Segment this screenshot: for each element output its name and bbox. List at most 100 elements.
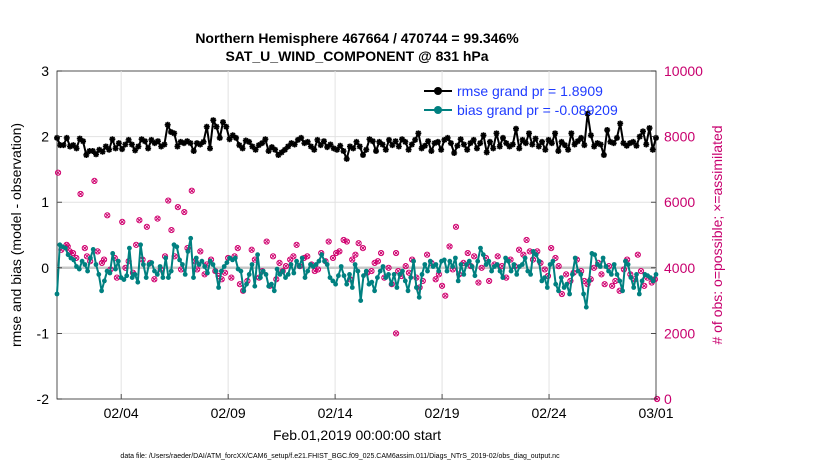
obs-assimilated-marker: [92, 178, 97, 184]
data-point-rmse: [434, 138, 441, 145]
obs-assimilated-marker: [70, 250, 76, 256]
obs-possible-marker: [452, 223, 460, 230]
data-point-rmse: [76, 135, 83, 142]
data-point-rmse: [96, 146, 103, 153]
data-point-rmse: [447, 140, 454, 147]
data-point-bias: [299, 255, 305, 261]
data-point-bias: [623, 258, 628, 264]
obs-assimilated-marker: [341, 237, 347, 243]
obs-possible-marker: [69, 249, 77, 257]
data-point-rmse: [425, 138, 432, 145]
data-point-bias: [113, 266, 118, 272]
data-point-bias: [163, 255, 169, 261]
data-point-rmse: [307, 143, 314, 150]
data-point-rmse: [607, 138, 614, 145]
obs-assimilated-marker: [599, 272, 604, 277]
data-point-bias: [570, 272, 575, 277]
data-point-rmse: [369, 138, 376, 145]
data-point-rmse: [255, 142, 262, 149]
data-point-rmse: [552, 130, 559, 137]
data-point-bias: [333, 281, 338, 287]
obs-count-point: [263, 238, 270, 245]
data-point-bias: [572, 255, 578, 261]
y-tick-label: 1: [41, 194, 49, 210]
data-point-rmse: [106, 146, 113, 153]
data-point-bias: [363, 268, 369, 274]
obs-count-point: [349, 256, 356, 263]
data-point-rmse: [620, 140, 627, 147]
data-point-bias: [400, 268, 405, 274]
obs-possible-marker: [385, 264, 392, 271]
y-axis-right-ticks: 0 2000 4000 6000 8000 10000: [651, 63, 703, 407]
data-point-bias: [558, 275, 564, 280]
data-point-bias: [277, 272, 283, 277]
data-point-bias: [205, 270, 210, 276]
data-point-bias: [180, 262, 185, 267]
data-point-rmse: [128, 141, 135, 148]
obs-assimilated-marker: [559, 291, 565, 297]
data-point-bias: [316, 258, 322, 264]
data-point-bias: [561, 285, 567, 290]
data-point-bias: [383, 275, 389, 280]
obs-possible-marker: [154, 215, 161, 222]
data-point-rmse: [399, 136, 406, 143]
x-tick-label: 02/19: [425, 405, 460, 421]
obs-count-point: [165, 197, 172, 204]
data-point-rmse: [180, 140, 187, 147]
data-point-rmse: [555, 148, 562, 155]
data-point-rmse: [288, 140, 295, 147]
obs-assimilated-marker: [283, 263, 289, 269]
data-point-bias: [478, 245, 483, 251]
x-tick-label: 02/09: [211, 405, 246, 421]
data-point-rmse: [499, 134, 506, 141]
data-point-rmse: [373, 148, 380, 155]
obs-count-point: [54, 169, 62, 176]
data-point-bias: [191, 275, 196, 280]
data-point-bias: [567, 291, 572, 297]
obs-assimilated-marker: [155, 216, 160, 221]
obs-assimilated-marker: [360, 245, 366, 251]
data-point-rmse: [161, 141, 168, 148]
obs-assimilated-marker: [424, 252, 430, 258]
data-point-bias: [597, 264, 603, 269]
data-point-rmse: [236, 142, 243, 149]
series-bias: [54, 235, 659, 310]
obs-assimilated-marker: [486, 278, 492, 284]
data-point-bias: [419, 272, 425, 277]
data-point-rmse: [467, 140, 474, 147]
data-point-rmse: [565, 146, 572, 153]
data-point-bias: [82, 262, 88, 267]
data-point-rmse: [220, 119, 227, 126]
obs-assimilated-marker: [476, 280, 481, 285]
data-point-rmse: [473, 145, 480, 152]
obs-possible-marker: [371, 259, 378, 266]
obs-possible-marker: [355, 240, 362, 247]
data-point-rmse: [587, 132, 594, 139]
data-point-bias: [221, 264, 227, 269]
plot-area: [54, 70, 661, 403]
data-point-rmse: [490, 145, 497, 152]
y-right-tick-label: 10000: [664, 63, 703, 79]
data-point-bias: [444, 268, 450, 274]
data-point-rmse: [561, 142, 568, 149]
y-tick-label: -1: [37, 325, 50, 341]
obs-possible-marker: [598, 271, 605, 278]
data-point-rmse: [239, 145, 246, 152]
legend-entry-bias: bias grand pr = -0.089209: [424, 102, 618, 118]
obs-possible-marker: [287, 256, 294, 263]
data-point-rmse: [584, 110, 591, 117]
obs-assimilated-marker: [333, 250, 339, 256]
data-point-rmse: [506, 143, 513, 150]
data-point-bias: [207, 258, 213, 264]
data-point-rmse: [350, 145, 357, 152]
data-point-bias: [397, 272, 403, 277]
data-point-rmse: [197, 141, 204, 148]
obs-count-point: [378, 249, 385, 257]
data-point-bias: [441, 257, 447, 263]
data-point-rmse: [233, 134, 240, 141]
data-point-rmse: [317, 142, 324, 149]
data-point-bias: [564, 281, 570, 287]
data-point-rmse: [441, 136, 448, 143]
obs-possible-marker: [515, 246, 523, 253]
y-axis-label: rmse and bias (model - observation): [8, 123, 24, 347]
